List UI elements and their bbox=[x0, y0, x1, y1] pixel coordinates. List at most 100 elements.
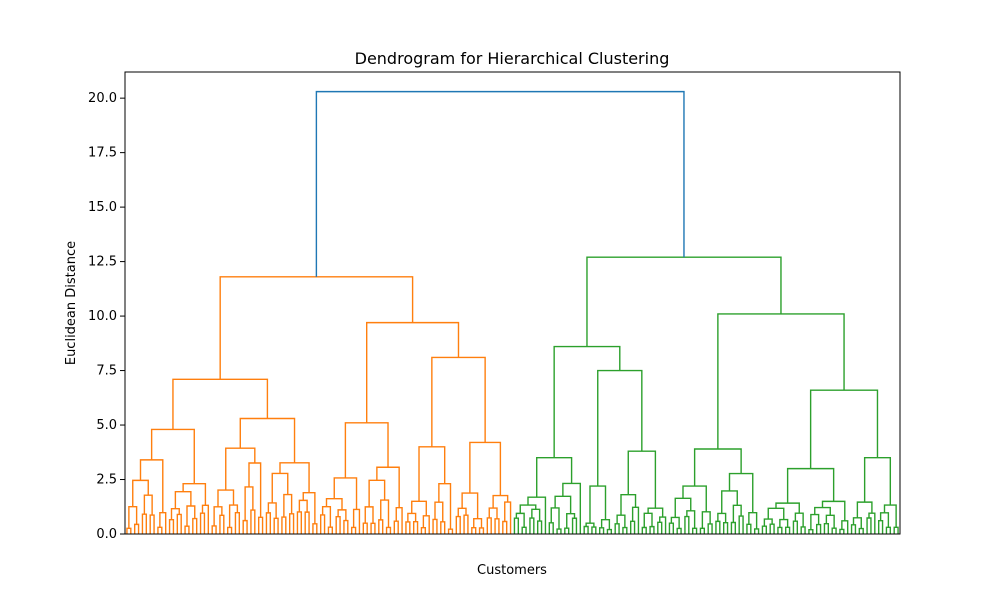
dendrogram-link bbox=[312, 523, 318, 534]
dendrogram-link bbox=[139, 459, 164, 513]
dendrogram-link bbox=[315, 90, 685, 277]
dendrogram-link bbox=[267, 502, 277, 519]
dendrogram-link bbox=[562, 482, 582, 534]
dendrogram-link bbox=[877, 519, 884, 534]
dendrogram-link bbox=[250, 509, 256, 534]
dendrogram-link bbox=[271, 472, 289, 503]
dendrogram-link bbox=[647, 507, 664, 518]
dendrogram-link bbox=[128, 505, 138, 529]
dendrogram-link bbox=[556, 528, 562, 534]
dendrogram-link bbox=[571, 517, 578, 534]
dendrogram-link bbox=[279, 462, 310, 493]
dendrogram-link bbox=[794, 512, 804, 527]
dendrogram-link bbox=[674, 497, 692, 518]
dendrogram-link bbox=[800, 526, 806, 534]
dendrogram-link bbox=[174, 490, 192, 509]
dendrogram-link bbox=[265, 512, 272, 534]
dendrogram-link bbox=[405, 521, 411, 534]
dendrogram-link bbox=[407, 512, 417, 522]
dendrogram-link bbox=[515, 512, 525, 528]
dendrogram-link bbox=[519, 504, 537, 514]
dendrogram-link bbox=[192, 517, 198, 534]
dendrogram-link bbox=[722, 521, 729, 534]
dendrogram-link bbox=[629, 520, 636, 534]
dendrogram-link bbox=[412, 521, 419, 534]
dendrogram-link bbox=[296, 511, 303, 534]
dendrogram-link bbox=[366, 321, 460, 423]
dendrogram-link bbox=[583, 525, 589, 534]
y-axis-label: Euclidean Distance bbox=[64, 241, 79, 365]
dendrogram-link bbox=[643, 512, 653, 528]
dendrogram-link bbox=[893, 526, 899, 534]
dendrogram-link bbox=[721, 490, 738, 514]
dendrogram-link bbox=[226, 526, 233, 534]
dendrogram-link bbox=[553, 345, 621, 458]
dendrogram-link bbox=[591, 526, 597, 534]
dendrogram-link bbox=[531, 508, 541, 522]
dendrogram-link bbox=[746, 523, 752, 534]
dendrogram-link bbox=[335, 515, 341, 534]
dendrogram-link bbox=[823, 522, 830, 534]
dendrogram-link bbox=[239, 417, 296, 463]
dendrogram-link bbox=[298, 499, 308, 513]
dendrogram-link bbox=[786, 467, 835, 504]
dendrogram-link bbox=[536, 520, 543, 534]
dendrogram-link bbox=[779, 518, 789, 528]
x-axis-label: Customers bbox=[477, 563, 547, 578]
dendrogram-link bbox=[219, 514, 225, 534]
dendrogram-link bbox=[616, 514, 626, 528]
dendrogram-link bbox=[866, 517, 872, 534]
dendrogram-link bbox=[273, 517, 279, 534]
dendrogram-link bbox=[738, 515, 744, 534]
dendrogram-link bbox=[319, 514, 326, 534]
dendrogram-link bbox=[809, 389, 879, 469]
dendrogram-link bbox=[883, 504, 897, 528]
plot-area-frame bbox=[124, 71, 901, 535]
dendrogram-link bbox=[863, 457, 892, 506]
dendrogram-link bbox=[364, 506, 374, 524]
dendrogram-link bbox=[385, 526, 392, 534]
dendrogram-link bbox=[288, 513, 295, 534]
dendrogram-link bbox=[777, 526, 783, 534]
dendrogram-link bbox=[471, 526, 477, 534]
dendrogram-link bbox=[536, 457, 573, 498]
dendrogram-link bbox=[184, 525, 190, 534]
dendrogram-link bbox=[248, 462, 262, 518]
dendrogram-link bbox=[225, 447, 256, 491]
dendrogram-link bbox=[529, 517, 535, 534]
dendrogram-link bbox=[732, 504, 742, 523]
dendrogram-link bbox=[234, 511, 241, 534]
dendrogram-link bbox=[281, 516, 287, 534]
dendrogram-link bbox=[868, 512, 876, 534]
dendrogram-link bbox=[172, 378, 269, 430]
y-tick-label: 17.5 bbox=[88, 146, 117, 161]
dendrogram-link bbox=[370, 522, 376, 534]
dendrogram-link bbox=[701, 511, 711, 529]
dendrogram-link bbox=[885, 526, 892, 534]
dendrogram-link bbox=[168, 518, 175, 534]
dendrogram-link bbox=[378, 519, 384, 534]
dendrogram-link bbox=[463, 514, 469, 534]
dendrogram-link bbox=[775, 502, 800, 514]
dendrogram-link bbox=[715, 520, 721, 534]
dendrogram-links bbox=[126, 90, 899, 534]
dendrogram-link bbox=[649, 525, 655, 534]
dendrogram-link bbox=[478, 527, 485, 534]
dendrogram-link bbox=[521, 526, 527, 534]
y-tick-label: 0.0 bbox=[96, 527, 117, 542]
dendrogram-link bbox=[589, 485, 607, 524]
dendrogram-link bbox=[659, 516, 667, 534]
dendrogram-link bbox=[362, 522, 368, 534]
dendrogram-link bbox=[422, 515, 430, 534]
dendrogram-link bbox=[344, 422, 389, 478]
dendrogram-link bbox=[879, 512, 890, 528]
dendrogram-link bbox=[641, 526, 647, 534]
dendrogram-link bbox=[126, 527, 132, 534]
dendrogram-link bbox=[350, 526, 357, 534]
dendrogram-link bbox=[753, 528, 760, 534]
y-tick-label: 2.5 bbox=[96, 473, 117, 488]
dendrogram-link bbox=[657, 521, 663, 534]
dendrogram-link bbox=[199, 512, 206, 534]
dendrogram-link bbox=[143, 494, 153, 516]
dendrogram-link bbox=[327, 526, 334, 534]
